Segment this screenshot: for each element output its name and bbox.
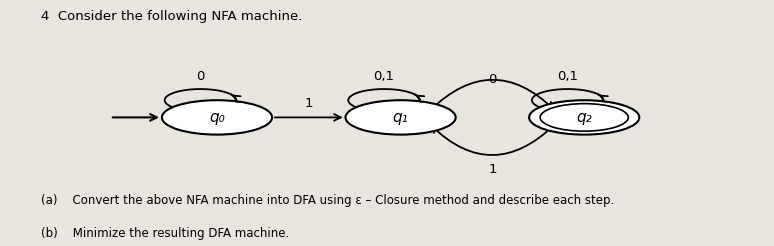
Text: (b)    Minimize the resulting DFA machine.: (b) Minimize the resulting DFA machine. <box>41 227 289 240</box>
Text: q₂: q₂ <box>577 110 592 125</box>
Text: (a)    Convert the above NFA machine into DFA using ε – Closure method and descr: (a) Convert the above NFA machine into D… <box>41 194 615 207</box>
Text: 1: 1 <box>304 97 313 110</box>
FancyArrowPatch shape <box>430 80 553 110</box>
Text: q₀: q₀ <box>209 110 225 125</box>
Text: 1: 1 <box>488 163 497 176</box>
FancyArrowPatch shape <box>432 124 555 155</box>
Text: 0: 0 <box>197 70 204 83</box>
Text: 4  Consider the following NFA machine.: 4 Consider the following NFA machine. <box>41 10 303 23</box>
Text: 0,1: 0,1 <box>374 70 395 83</box>
Circle shape <box>529 100 639 135</box>
Circle shape <box>345 100 456 135</box>
Text: q₁: q₁ <box>392 110 409 125</box>
Text: 0: 0 <box>488 73 497 86</box>
Circle shape <box>162 100 272 135</box>
Text: 0,1: 0,1 <box>557 70 578 83</box>
